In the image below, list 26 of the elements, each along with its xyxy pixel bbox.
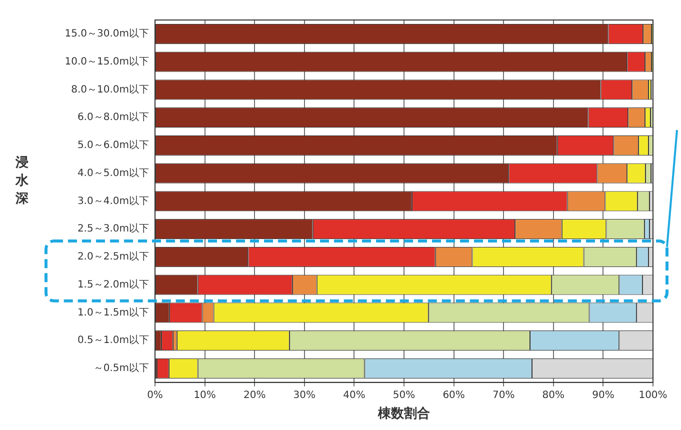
y-tick-label: 1.0～1.5m以下 bbox=[77, 306, 149, 318]
y-tick-label: 1.5～2.0m以下 bbox=[77, 278, 149, 290]
y-tick-label: 2.0～2.5m以下 bbox=[77, 250, 149, 263]
x-tick-label: 90% bbox=[592, 390, 614, 401]
x-tick-label: 80% bbox=[542, 390, 565, 401]
x-tick-label: 10% bbox=[194, 390, 216, 401]
y-tick-label: 5.0～6.0m以下 bbox=[77, 139, 149, 152]
y-tick-label: 10.0～15.0m以下 bbox=[64, 55, 149, 68]
x-tick-label: 20% bbox=[243, 390, 266, 401]
x-tick-label: 40% bbox=[343, 390, 366, 401]
x-tick-label: 50% bbox=[392, 390, 416, 401]
y-tick-label: 8.0～10.0m以下 bbox=[71, 83, 149, 96]
x-tick-label: 0% bbox=[147, 390, 163, 401]
y-axis-title: 浸水深 bbox=[14, 156, 30, 207]
y-tick-label: 0.5～1.0m以下 bbox=[77, 334, 149, 346]
y-tick-label: ～0.5m以下 bbox=[93, 362, 149, 374]
x-tick-label: 60% bbox=[442, 390, 465, 401]
y-tick-label: 2.5～3.0m以下 bbox=[77, 222, 149, 235]
y-tick-label: 4.0～5.0m以下 bbox=[77, 166, 149, 179]
x-tick-label: 30% bbox=[293, 390, 316, 401]
x-axis-title: 棟数割合 bbox=[377, 406, 430, 422]
y-tick-label: 3.0～4.0m以下 bbox=[77, 194, 149, 207]
x-tick-label: 70% bbox=[492, 390, 515, 401]
y-tick-label: 6.0～8.0m以下 bbox=[77, 111, 149, 124]
y-tick-label: 15.0～30.0m以下 bbox=[64, 28, 149, 40]
x-tick-label: 100% bbox=[638, 390, 668, 401]
